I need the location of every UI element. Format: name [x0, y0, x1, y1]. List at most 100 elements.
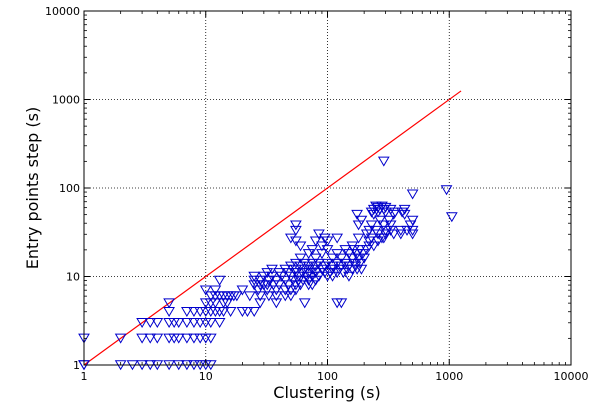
data-point	[188, 306, 200, 317]
data-point	[398, 209, 411, 220]
data-point	[316, 241, 328, 252]
data-point	[221, 298, 234, 309]
data-point	[151, 333, 164, 344]
y-tick-label: 1000	[52, 94, 80, 107]
data-point	[298, 298, 311, 309]
data-point	[181, 318, 193, 329]
data-point	[302, 249, 315, 260]
data-point	[284, 291, 297, 302]
data-point	[337, 268, 350, 279]
data-point	[374, 215, 386, 226]
data-point	[351, 209, 363, 220]
data-point	[290, 236, 302, 247]
data-point	[241, 306, 254, 317]
data-point	[270, 298, 283, 309]
data-point	[261, 280, 274, 291]
data-point	[136, 333, 148, 344]
y-tick-label: 100	[59, 182, 80, 195]
data-point	[298, 264, 311, 275]
data-point	[339, 245, 352, 256]
data-point	[261, 285, 274, 296]
data-point	[394, 225, 407, 236]
data-point	[321, 258, 334, 269]
data-point	[284, 261, 297, 272]
data-point	[406, 215, 419, 226]
data-point	[270, 291, 283, 302]
data-point	[331, 249, 344, 260]
data-point	[352, 220, 365, 231]
data-point	[290, 285, 302, 296]
data-point	[172, 318, 185, 329]
data-point	[284, 233, 297, 244]
data-point	[335, 253, 348, 264]
data-point	[313, 258, 325, 269]
data-point	[270, 275, 283, 286]
data-point	[367, 241, 380, 252]
data-point	[266, 264, 278, 275]
data-point	[355, 215, 368, 226]
data-point	[144, 318, 157, 329]
data-point	[365, 220, 378, 231]
data-point	[290, 220, 302, 231]
data-point	[243, 291, 256, 302]
data-point	[326, 253, 339, 264]
data-point	[290, 225, 302, 236]
data-point	[224, 306, 237, 317]
data-point	[358, 253, 371, 264]
data-point	[213, 275, 226, 286]
data-point	[346, 241, 359, 252]
x-tick-labels: 1 10 100 1000 10000	[81, 370, 589, 383]
data-point	[302, 268, 315, 279]
data-point	[204, 333, 217, 344]
data-point	[136, 318, 148, 329]
data-point	[343, 249, 355, 260]
data-point	[398, 204, 411, 215]
data-point	[406, 189, 419, 200]
data-point	[181, 333, 193, 344]
data-point	[384, 225, 397, 236]
data-point	[365, 233, 378, 244]
data-point	[188, 333, 200, 344]
data-point	[370, 201, 382, 212]
data-point	[254, 275, 267, 286]
data-point	[335, 298, 348, 309]
x-axis-title: Clustering (s)	[273, 383, 380, 402]
data-point	[144, 333, 157, 344]
data-point	[394, 229, 407, 240]
data-point	[248, 271, 261, 282]
y-tick-labels: 1 10 100 1000 10000	[45, 5, 80, 372]
data-point	[384, 204, 397, 215]
data-point	[377, 233, 390, 244]
data-point	[298, 258, 311, 269]
data-point	[114, 333, 127, 344]
x-tick-label: 100	[317, 370, 338, 383]
data-point	[290, 264, 302, 275]
data-point	[440, 185, 453, 196]
data-point	[279, 275, 292, 286]
data-point	[343, 271, 355, 282]
data-point	[213, 318, 226, 329]
x-tick-label: 10	[199, 370, 213, 383]
x-tick-label: 10000	[554, 370, 589, 383]
data-point	[282, 280, 295, 291]
data-point	[254, 298, 267, 309]
data-point	[273, 268, 285, 279]
data-point	[306, 258, 319, 269]
data-point	[248, 275, 261, 286]
data-point	[370, 225, 382, 236]
x-tick-label: 1	[81, 370, 88, 383]
data-point	[266, 271, 278, 282]
data-point	[261, 268, 274, 279]
data-point	[204, 318, 217, 329]
data-point	[383, 215, 395, 226]
data-point	[151, 318, 164, 329]
data-point	[389, 207, 402, 218]
data-point	[309, 236, 322, 247]
data-point	[318, 261, 331, 272]
axis-ticks	[83, 10, 572, 366]
data-point	[230, 291, 243, 302]
y-tick-label: 10000	[45, 5, 80, 18]
data-point	[376, 201, 388, 212]
data-point	[172, 333, 185, 344]
